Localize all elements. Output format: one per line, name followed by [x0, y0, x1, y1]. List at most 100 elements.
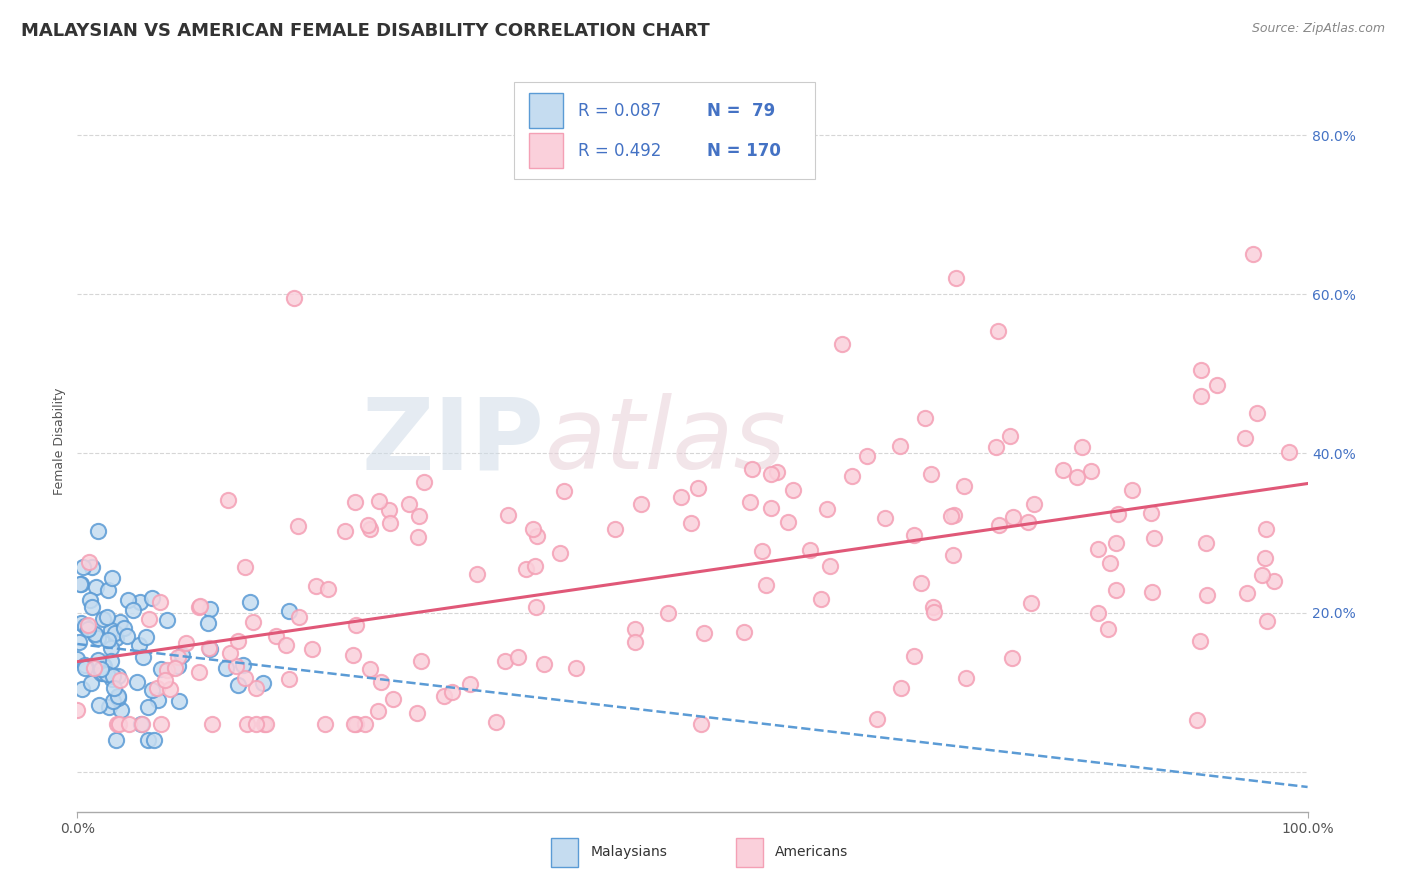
Point	[107, 669, 129, 683]
Point	[70, 681, 93, 696]
Point	[496, 508, 519, 522]
Point	[903, 528, 925, 542]
Point	[526, 529, 548, 543]
Point	[104, 733, 127, 747]
Point	[153, 673, 176, 687]
Point	[810, 592, 832, 607]
Point	[245, 717, 267, 731]
Point	[524, 559, 547, 574]
Point	[138, 612, 160, 626]
Point	[1241, 247, 1264, 261]
Point	[91, 666, 114, 681]
Point	[353, 717, 375, 731]
Point	[370, 674, 392, 689]
Point	[831, 336, 853, 351]
Point	[70, 577, 93, 591]
Point	[141, 591, 163, 605]
Point	[485, 714, 508, 729]
Point	[903, 648, 925, 663]
Point	[924, 605, 946, 619]
Point	[1017, 515, 1039, 529]
Point	[1087, 541, 1109, 556]
Point	[90, 665, 112, 680]
Point	[1001, 651, 1024, 665]
Y-axis label: Female Disability: Female Disability	[53, 388, 66, 495]
Point	[82, 599, 104, 614]
Point	[1278, 445, 1301, 459]
Point	[165, 661, 187, 675]
Point	[214, 660, 236, 674]
Point	[368, 494, 391, 508]
Point	[101, 672, 124, 686]
Point	[343, 717, 366, 731]
Text: MALAYSIAN VS AMERICAN FEMALE DISABILITY CORRELATION CHART: MALAYSIAN VS AMERICAN FEMALE DISABILITY …	[21, 22, 710, 40]
Point	[1251, 568, 1274, 582]
Text: Source: ZipAtlas.com: Source: ZipAtlas.com	[1251, 22, 1385, 36]
Point	[406, 706, 429, 721]
Point	[1205, 377, 1227, 392]
Point	[75, 657, 97, 672]
Point	[873, 511, 896, 525]
Point	[125, 675, 148, 690]
Point	[689, 717, 711, 731]
Point	[755, 578, 778, 592]
Point	[242, 615, 264, 629]
Text: ZIP: ZIP	[361, 393, 546, 490]
Point	[624, 634, 647, 648]
Point	[233, 671, 256, 685]
Point	[406, 529, 429, 543]
Point	[100, 640, 122, 655]
Point	[239, 595, 262, 609]
Point	[236, 717, 259, 731]
Point	[79, 676, 101, 690]
Point	[381, 692, 404, 706]
Point	[67, 635, 90, 649]
Point	[984, 440, 1007, 454]
Point	[1185, 713, 1208, 727]
Point	[359, 522, 381, 536]
Point	[1107, 507, 1129, 521]
Point	[624, 622, 647, 636]
Point	[316, 582, 339, 597]
Point	[1236, 585, 1258, 599]
Point	[766, 465, 789, 479]
Point	[1052, 463, 1074, 477]
Point	[686, 481, 709, 495]
Point	[1233, 431, 1256, 445]
Point	[87, 698, 110, 713]
Text: R = 0.492: R = 0.492	[578, 142, 661, 160]
Point	[761, 501, 783, 516]
Point	[751, 544, 773, 558]
FancyBboxPatch shape	[515, 82, 815, 178]
Point	[288, 610, 311, 624]
Point	[1195, 535, 1218, 549]
Point	[841, 469, 863, 483]
Point	[494, 654, 516, 668]
Point	[226, 678, 249, 692]
Point	[380, 516, 402, 530]
Point	[70, 616, 93, 631]
Point	[141, 683, 163, 698]
Point	[344, 617, 367, 632]
Point	[217, 492, 239, 507]
Point	[118, 717, 141, 731]
Point	[1097, 622, 1119, 636]
Point	[669, 490, 692, 504]
Point	[129, 595, 152, 609]
Point	[87, 631, 110, 645]
Point	[149, 717, 172, 731]
Text: Malaysians: Malaysians	[591, 846, 668, 859]
Point	[441, 685, 464, 699]
Point	[889, 439, 911, 453]
Point	[987, 324, 1010, 338]
Point	[1142, 531, 1164, 545]
Point	[200, 642, 222, 657]
Point	[287, 519, 309, 533]
Point	[433, 690, 456, 704]
Point	[1254, 550, 1277, 565]
Point	[198, 602, 221, 616]
Point	[77, 556, 100, 570]
Point	[117, 592, 139, 607]
Text: Americans: Americans	[775, 846, 848, 859]
Point	[855, 450, 877, 464]
